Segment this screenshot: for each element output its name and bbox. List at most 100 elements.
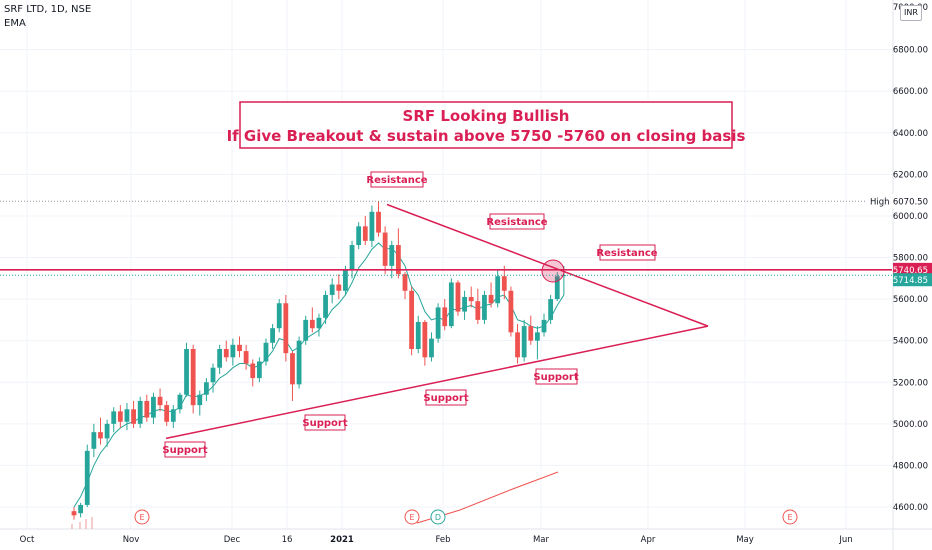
- candle-body: [501, 276, 507, 291]
- candle-body: [515, 332, 520, 358]
- candle-body: [98, 432, 103, 439]
- price-tick-label: 6200.00: [893, 170, 928, 180]
- candle-body: [435, 307, 441, 339]
- candle-body: [541, 319, 547, 333]
- price-tick-label: 5400.00: [893, 337, 928, 347]
- event-marker-label: E: [139, 513, 144, 522]
- support-mid2-label: Support: [423, 393, 468, 404]
- title-line2: If Give Breakout & sustain above 5750 -5…: [227, 127, 746, 145]
- candle-body: [376, 211, 381, 233]
- support-left-label: Support: [162, 445, 207, 456]
- price-tick-label: 6400.00: [893, 129, 928, 139]
- time-tick-label: May: [736, 535, 754, 545]
- candle-body: [561, 275, 567, 277]
- support-right-box: [535, 368, 578, 385]
- resistance-top-label: Resistance: [366, 175, 427, 186]
- event-marker-icon: [430, 509, 446, 525]
- candle-body: [402, 274, 408, 291]
- candle-body: [164, 405, 170, 422]
- event-marker-icon: [782, 509, 798, 525]
- candle-body: [237, 344, 242, 352]
- price-tick-label: 5600.00: [893, 295, 928, 305]
- candle-body: [283, 303, 289, 354]
- candle-body: [190, 348, 196, 406]
- candle-body: [455, 282, 461, 312]
- candle-body: [382, 232, 388, 266]
- candle-body: [303, 319, 309, 341]
- candle-body: [356, 226, 362, 246]
- candle-body: [217, 348, 223, 368]
- level-lines: [0, 200, 892, 276]
- candle-body: [554, 276, 560, 300]
- triangle-pattern: [71, 203, 709, 529]
- candle-body: [409, 290, 415, 349]
- candle-body: [508, 290, 514, 333]
- currency-button[interactable]: INR: [900, 5, 922, 21]
- candle-body: [323, 294, 328, 318]
- event-marker-label: E: [409, 513, 414, 522]
- last-price-value: 5714.85: [893, 276, 928, 286]
- price-tick-label: 4600.00: [893, 503, 928, 513]
- last-price-badge: [893, 273, 932, 287]
- candle-body: [296, 340, 302, 385]
- candle-body: [91, 432, 97, 449]
- candle-body: [270, 328, 275, 343]
- candle-body: [204, 382, 209, 395]
- resistance-top-box: [370, 171, 424, 188]
- candle-body: [488, 294, 494, 304]
- price-axis: 4600.00 4800.00 5000.00 5200.00 5400.00 5600.…: [865, 3, 932, 513]
- candle-body: [329, 284, 335, 295]
- candle-body: [111, 411, 117, 424]
- candle-body: [290, 353, 295, 385]
- ema-polyline: [73, 242, 565, 508]
- time-tick-label: Nov: [123, 535, 140, 545]
- title-line1: SRF Looking Bullish: [403, 107, 570, 125]
- support-left-box: [164, 441, 206, 458]
- candle-body: [263, 342, 269, 362]
- candle-body: [243, 351, 249, 364]
- candle-body: [521, 326, 527, 358]
- candle-body: [144, 400, 150, 418]
- candle-body: [223, 348, 229, 358]
- price-tick-label: 4800.00: [893, 461, 928, 471]
- candle-body: [197, 394, 203, 406]
- price-tick-label: 6000.00: [893, 212, 928, 222]
- candle-body: [475, 301, 481, 320]
- high-badge-value: 6070.50: [893, 197, 928, 207]
- candle-body: [131, 409, 136, 424]
- candles: [71, 201, 567, 520]
- candle-body: [250, 363, 256, 379]
- event-marker-label: D: [435, 513, 441, 522]
- time-axis: Oct Nov Dec 16 2021 Feb Mar Apr May Jun: [20, 535, 853, 545]
- candle-body: [395, 245, 401, 275]
- symbol-title: SRF LTD, 1D, NSE: [4, 4, 92, 15]
- time-tick-label: Oct: [20, 535, 35, 545]
- candle-body: [415, 321, 421, 349]
- candle-body: [548, 299, 554, 320]
- price-tick-label: 5000.00: [893, 420, 928, 430]
- candle-body: [535, 332, 540, 341]
- candle-body: [369, 211, 375, 241]
- candle-body: [177, 394, 183, 410]
- candle-body: [448, 282, 454, 327]
- candle-body: [482, 294, 487, 320]
- resistance-right-box: [599, 244, 656, 261]
- candle-body: [495, 276, 501, 304]
- time-tick-label: 2021: [330, 535, 354, 545]
- support-mid1-box: [304, 414, 346, 431]
- candle-body: [210, 367, 216, 383]
- time-tick-label: Jun: [838, 535, 852, 545]
- title-box: [239, 101, 733, 149]
- event-marker-label: E: [787, 513, 792, 522]
- candle-body: [468, 297, 474, 302]
- support-right-label: Support: [533, 372, 578, 383]
- price-tick-label: 5800.00: [893, 254, 928, 264]
- candle-body: [71, 511, 77, 516]
- candle-body: [157, 396, 163, 406]
- candle-body: [104, 423, 110, 439]
- price-tick-label: 6800.00: [893, 46, 928, 56]
- indicator-label: EMA: [4, 18, 26, 29]
